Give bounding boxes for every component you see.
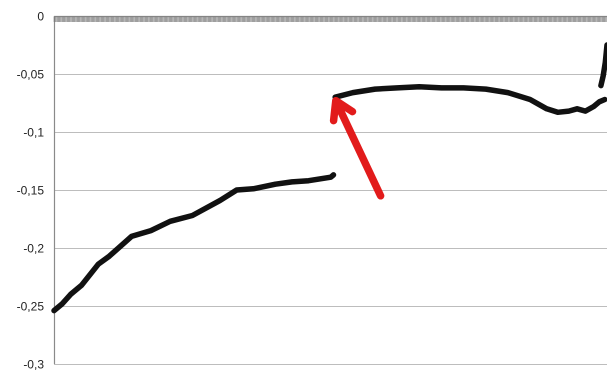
x-category-ticks: [53, 16, 607, 22]
y-tick-label-4: -0,2: [23, 242, 44, 256]
series-0-segment-1: [332, 84, 607, 116]
gridlines: [53, 15, 607, 365]
y-tick-label-5: -0,25: [17, 300, 45, 314]
annotations: [329, 96, 385, 200]
series-lines: [51, 42, 607, 314]
y-tick-label-2: -0,1: [23, 126, 44, 140]
y-tick-label-6: -0,3: [23, 358, 44, 372]
annotation-arrow-0: [329, 96, 385, 200]
series-0-segment-0: [51, 172, 337, 314]
series-0-segment-2: [598, 42, 607, 89]
y-tick-label-1: -0,05: [17, 68, 45, 82]
y-tick-labels: 0 -0,05 -0,1 -0,15 -0,2 -0,25 -0,3: [17, 10, 45, 372]
y-tick-label-3: -0,15: [17, 184, 45, 198]
y-tick-label-0: 0: [37, 10, 44, 24]
x-category-tick-marks: [53, 16, 607, 22]
